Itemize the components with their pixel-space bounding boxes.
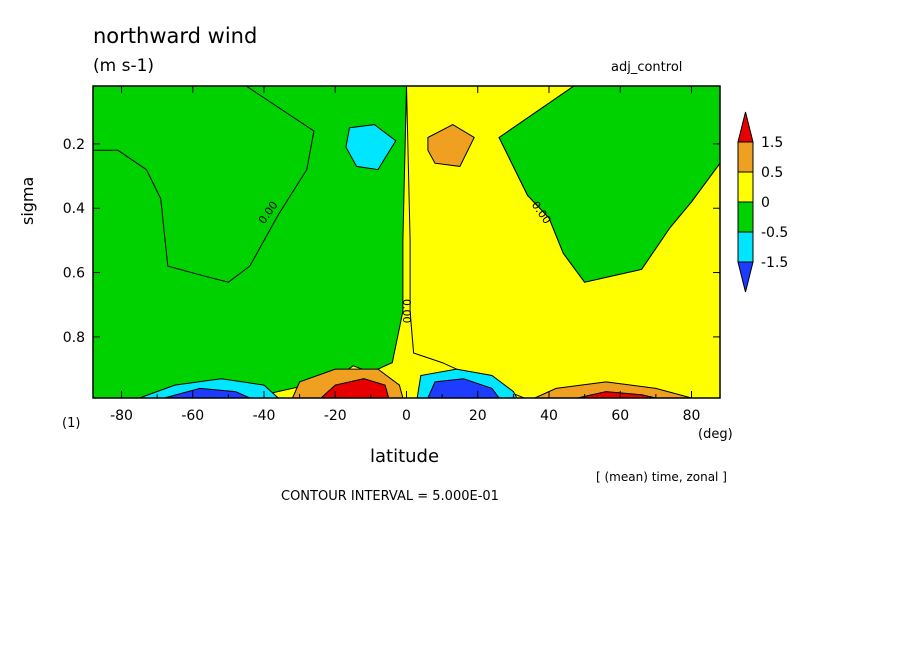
region-green-nh-top — [92, 85, 315, 283]
x-tick-label: -40 — [253, 408, 276, 424]
colorbar-box-1 — [737, 171, 754, 203]
x-tick-label: 80 — [683, 408, 701, 424]
averaging-note: [ (mean) time, zonal ] — [596, 470, 727, 484]
colorbar-label: 1.5 — [761, 135, 783, 151]
x-tick-label: 20 — [469, 408, 487, 424]
level-label: (1) — [62, 416, 81, 431]
y-tick-label: 0.4 — [63, 201, 85, 217]
colorbar-box-3 — [737, 231, 754, 263]
colorbar-bottom-arrow — [737, 261, 754, 293]
region-cyan-blob-top — [345, 124, 397, 171]
colorbar: 1.5 0.5 0 -0.5 -1.5 — [737, 111, 788, 293]
x-tick-label: 40 — [540, 408, 558, 424]
chart-title: northward wind — [93, 24, 258, 48]
region-green-sh-top — [498, 85, 721, 283]
chart-units: (m s-1) — [93, 56, 155, 76]
contour-label-2: 0.00 — [400, 299, 413, 324]
contour-interval: CONTOUR INTERVAL = 5.000E-01 — [281, 489, 499, 504]
x-axis-ticks: -80 -60 -40 -20 0 20 40 60 80 — [110, 86, 700, 424]
y-axis-ticks: 0.2 0.4 0.6 0.8 — [63, 137, 720, 346]
region-orange-blob-top — [427, 124, 475, 167]
plot-fills — [92, 85, 721, 399]
colorbar-top-arrow — [737, 111, 754, 143]
colorbar-label: 0.5 — [761, 165, 783, 181]
x-axis-label: latitude — [370, 446, 440, 467]
x-tick-label: 60 — [611, 408, 629, 424]
colorbar-label: -1.5 — [761, 255, 788, 271]
y-tick-label: 0.2 — [63, 137, 85, 153]
colorbar-box-2 — [737, 201, 754, 233]
x-axis-unit: (deg) — [698, 427, 733, 442]
x-tick-label: -60 — [181, 408, 204, 424]
y-tick-label: 0.6 — [63, 266, 85, 282]
x-tick-label: 0 — [402, 408, 411, 424]
y-tick-label: 0.8 — [63, 330, 85, 346]
colorbar-label: 0 — [761, 195, 770, 211]
run-name: adj_control — [611, 60, 683, 75]
colorbar-box-0 — [737, 141, 754, 173]
x-tick-label: -80 — [110, 408, 133, 424]
x-tick-label: -20 — [324, 408, 347, 424]
colorbar-label: -0.5 — [761, 225, 788, 241]
